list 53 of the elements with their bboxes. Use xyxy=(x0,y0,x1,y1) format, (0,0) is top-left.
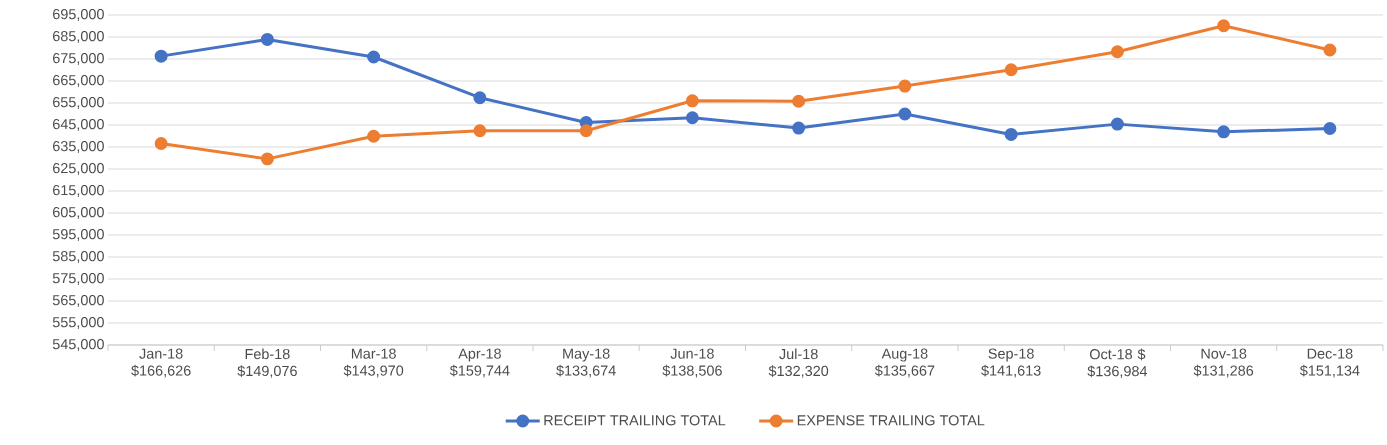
y-tick-label: 595,000 xyxy=(52,229,104,241)
x-tick-label: Jun-18 $138,506 xyxy=(662,348,722,378)
point xyxy=(685,94,699,108)
point xyxy=(898,79,912,93)
x-tick-label: Jan-18 $166,626 xyxy=(131,348,191,378)
point xyxy=(260,152,274,166)
y-tick-label: 655,000 xyxy=(53,97,104,109)
y-tick-label: 585,000 xyxy=(52,251,104,263)
point xyxy=(473,91,487,105)
x-tick-label: May-18 $133,674 xyxy=(556,348,616,378)
point xyxy=(154,136,168,150)
point xyxy=(1004,63,1018,77)
y-tick-label: 545,000 xyxy=(52,339,104,351)
point xyxy=(579,124,593,138)
point xyxy=(1323,43,1337,57)
y-tick-label: 575,000 xyxy=(52,273,104,285)
point xyxy=(1323,122,1337,136)
point xyxy=(685,111,699,125)
point xyxy=(898,107,912,121)
y-tick-label: 555,000 xyxy=(52,317,104,329)
y-tick-label: 605,000 xyxy=(53,207,104,219)
x-tick-label: Nov-18 $131,286 xyxy=(1193,348,1254,378)
y-tick-label: 625,000 xyxy=(53,163,104,175)
y-tick-label: 675,000 xyxy=(53,53,104,65)
point xyxy=(260,32,274,46)
x-tick-label: Feb-18 $149,076 xyxy=(237,348,297,378)
point xyxy=(1004,127,1018,141)
point xyxy=(1110,45,1124,59)
point xyxy=(1217,125,1231,139)
y-tick-label: 695,000 xyxy=(53,9,104,21)
x-tick-label: Dec-18 $151,134 xyxy=(1299,348,1360,378)
point xyxy=(1217,19,1231,33)
y-tick-label: 645,000 xyxy=(53,119,104,131)
legend-label: RECEIPT TRAILING TOTAL xyxy=(544,415,726,426)
x-tick-label: Oct-18 $ $136,984 xyxy=(1087,348,1148,378)
point xyxy=(1110,117,1124,131)
y-tick-label: 665,000 xyxy=(53,75,104,87)
x-tick-label: Apr-18 $159,744 xyxy=(449,348,510,378)
y-tick-label: 615,000 xyxy=(53,185,104,197)
point xyxy=(367,129,381,143)
y-tick-label: 635,000 xyxy=(53,141,104,153)
y-tick-label: 685,000 xyxy=(53,31,104,43)
point xyxy=(473,124,487,138)
point xyxy=(792,121,806,135)
x-tick-label: Aug-18 $135,667 xyxy=(874,348,935,378)
point xyxy=(792,94,806,108)
x-tick-label: Jul-18 $132,320 xyxy=(768,348,829,378)
x-tick-label: Sep-18 $141,613 xyxy=(981,348,1041,378)
x-tick-label: Mar-18 $143,970 xyxy=(343,348,404,378)
point xyxy=(367,50,381,64)
y-tick-label: 565,000 xyxy=(52,295,104,307)
legend-label: EXPENSE TRAILING TOTAL xyxy=(797,415,985,426)
point xyxy=(154,49,168,63)
